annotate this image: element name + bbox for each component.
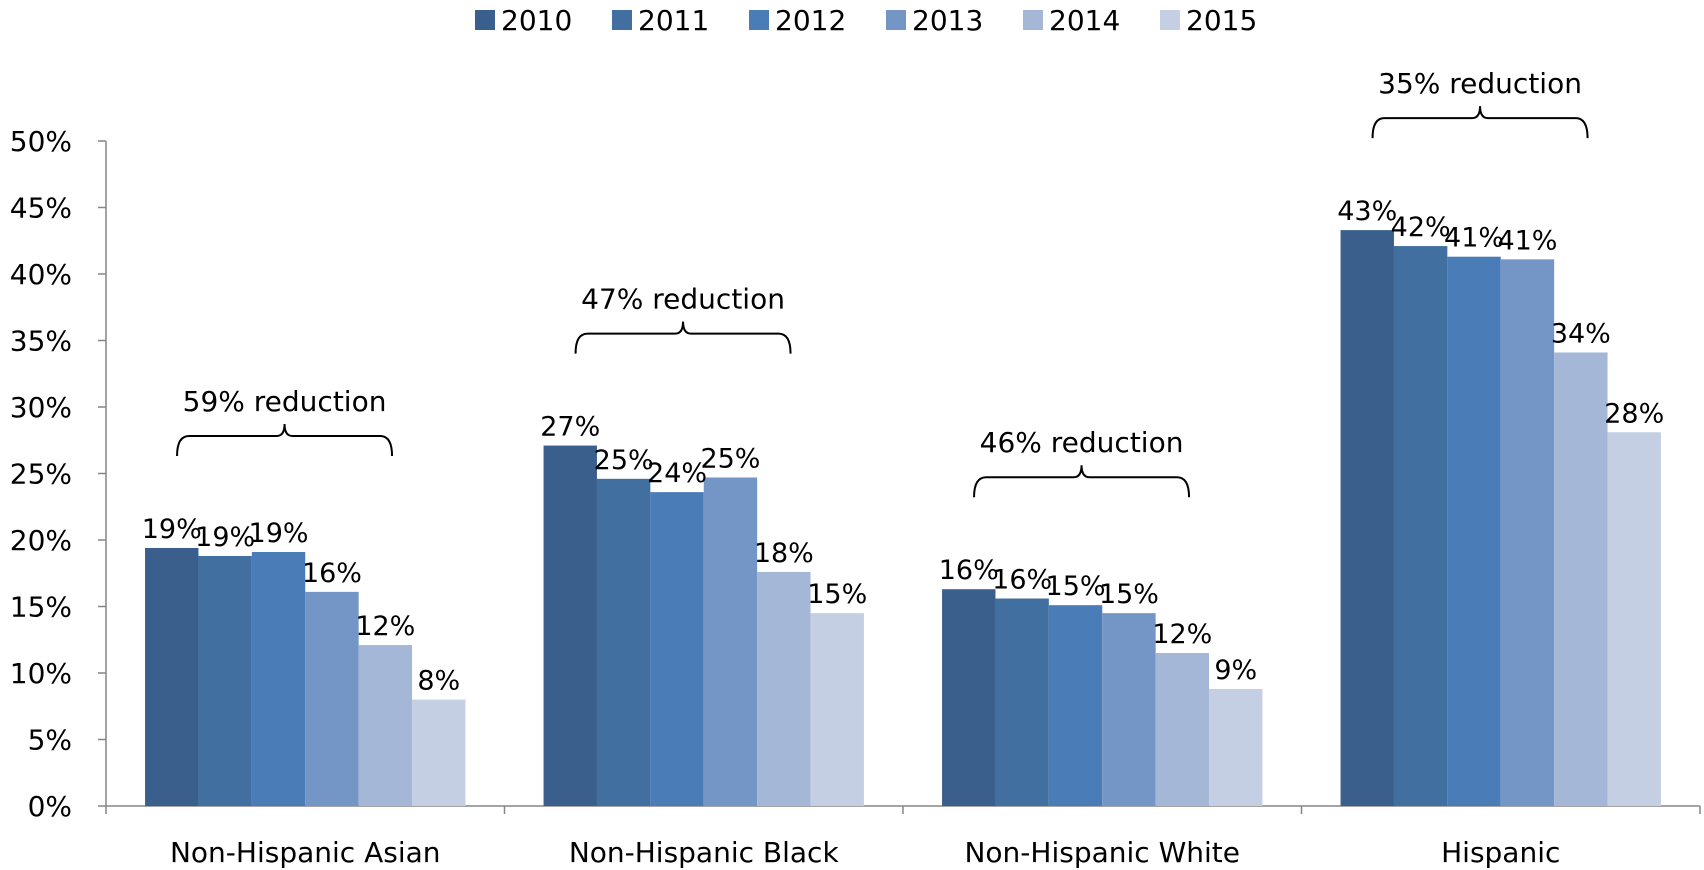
data-label: 15% — [807, 579, 867, 610]
bar — [1500, 259, 1555, 806]
data-label: 25% — [594, 445, 654, 476]
data-label: 16% — [939, 555, 999, 586]
data-label: 34% — [1551, 318, 1611, 349]
legend-swatch-2010 — [475, 10, 495, 30]
legend-label-2014: 2014 — [1049, 4, 1120, 37]
bar — [251, 551, 306, 806]
y-tick-label: 10% — [10, 657, 72, 690]
bar — [543, 445, 597, 806]
y-tick-label: 0% — [28, 790, 72, 823]
bar — [145, 547, 199, 806]
legend-label-2013: 2013 — [912, 4, 983, 37]
data-label: 25% — [700, 443, 760, 474]
data-label: 12% — [355, 611, 415, 642]
data-label: 15% — [1046, 571, 1106, 602]
y-tick-label: 15% — [10, 591, 72, 624]
data-label: 42% — [1391, 212, 1451, 243]
reduction-bracket — [973, 465, 1191, 498]
data-label: 19% — [249, 518, 309, 549]
bar — [942, 589, 996, 806]
data-label: 15% — [1099, 579, 1159, 610]
bar — [810, 613, 864, 806]
bar — [1155, 653, 1210, 806]
data-label: 8% — [417, 666, 460, 697]
bar — [1340, 230, 1394, 807]
bar — [305, 591, 359, 806]
legend-swatch-2015 — [1160, 10, 1180, 30]
data-label: 9% — [1214, 655, 1257, 686]
y-tick-label: 50% — [10, 125, 72, 158]
reduction-bracket — [1371, 106, 1589, 139]
data-label: 16% — [992, 565, 1052, 596]
bar — [358, 645, 413, 806]
bars — [145, 230, 1661, 807]
reduction-bracket — [176, 423, 394, 456]
data-label: 41% — [1444, 223, 1504, 254]
legend-label-2012: 2012 — [775, 4, 846, 37]
data-label: 19% — [142, 514, 202, 545]
bar — [198, 555, 252, 806]
legend-swatch-2014 — [1023, 10, 1043, 30]
bar — [650, 492, 704, 806]
data-label: 28% — [1604, 398, 1664, 429]
y-tick-label: 20% — [10, 524, 72, 557]
x-tick-label: Non-Hispanic Black — [569, 836, 840, 869]
x-tick-label: Non-Hispanic White — [964, 836, 1240, 869]
y-tick-label: 45% — [10, 192, 72, 225]
bar — [412, 699, 466, 806]
data-label: 16% — [302, 558, 362, 589]
x-axis: Non-Hispanic Asian Non-Hispanic Black Non-… — [105, 805, 1701, 869]
bar — [1554, 352, 1608, 806]
bar — [757, 571, 811, 806]
data-label: 41% — [1497, 225, 1557, 256]
data-label: 43% — [1337, 196, 1397, 227]
y-tick-label: 25% — [10, 458, 72, 491]
bar — [596, 478, 651, 806]
legend-swatch-2011 — [612, 10, 632, 30]
y-tick-label: 40% — [10, 258, 72, 291]
bar — [1607, 432, 1661, 806]
y-tick-label: 35% — [10, 325, 72, 358]
reduction-annotation: 47% reduction — [581, 283, 785, 316]
y-tick-label: 30% — [10, 391, 72, 424]
legend-label-2011: 2011 — [638, 4, 709, 37]
reduction-annotation: 59% reduction — [183, 385, 387, 418]
legend-swatch-2013 — [886, 10, 906, 30]
data-label: 27% — [540, 412, 600, 443]
annotations: 59% reduction 47% reduction 46% reduction 3… — [176, 67, 1589, 498]
x-tick-label: Hispanic — [1441, 836, 1560, 869]
data-label: 24% — [647, 458, 707, 489]
bar — [1393, 246, 1448, 806]
legend-label-2015: 2015 — [1186, 4, 1257, 37]
data-labels: 19%19%19%16%12%8%27%25%24%25%18%15%16%16… — [142, 196, 1665, 696]
bar — [1048, 605, 1103, 806]
reduction-bracket — [574, 321, 792, 354]
bar — [1209, 688, 1263, 806]
data-label: 19% — [195, 522, 255, 553]
data-label: 18% — [754, 538, 814, 569]
bar — [995, 598, 1049, 806]
y-axis: 0% 5% 10% 15% 20% 25% 30% 35% 40% 45% 50% — [10, 125, 107, 823]
legend-label-2010: 2010 — [501, 4, 572, 37]
bar — [703, 477, 758, 806]
y-tick-label: 5% — [28, 724, 72, 757]
legend-swatch-2012 — [749, 10, 769, 30]
x-tick-label: Non-Hispanic Asian — [170, 836, 441, 869]
data-label: 12% — [1152, 619, 1212, 650]
reduction-annotation: 35% reduction — [1378, 67, 1582, 100]
bar — [1102, 613, 1156, 806]
reduction-annotation: 46% reduction — [980, 426, 1184, 459]
bar — [1447, 256, 1501, 807]
legend: 2010 2011 2012 2013 2014 2015 — [475, 4, 1257, 37]
